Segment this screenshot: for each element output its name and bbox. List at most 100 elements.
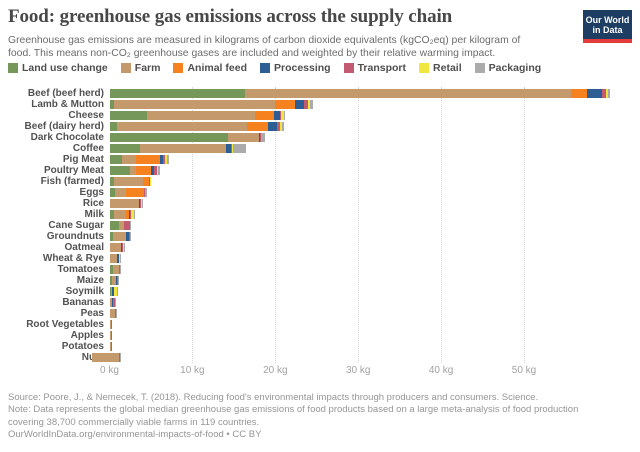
bar-segment-retail[interactable] (131, 210, 134, 219)
bar-segment-land-use-change[interactable] (109, 254, 111, 263)
bar-segment-packaging[interactable] (120, 265, 122, 274)
bar-segment-processing[interactable] (150, 166, 155, 175)
bar-segment-retail[interactable] (156, 166, 159, 175)
bar-segment-packaging[interactable] (123, 243, 125, 252)
bar-segment-processing[interactable] (274, 111, 281, 120)
bar-segment-packaging[interactable] (120, 353, 122, 362)
bar-segment-farm[interactable] (121, 155, 136, 164)
bar-segment-land-use-change[interactable] (109, 111, 147, 120)
bar-segment-processing[interactable] (128, 210, 131, 219)
bar-segment-processing[interactable] (267, 122, 277, 131)
bar-segment-land-use-change[interactable] (109, 100, 114, 109)
bar-segment-processing[interactable] (587, 89, 602, 98)
bar-segment-transport[interactable] (280, 111, 282, 120)
legend-item-transport[interactable]: Transport (343, 62, 406, 74)
bar-segment-retail[interactable] (114, 287, 117, 296)
bar-segment-transport[interactable] (144, 188, 146, 197)
bar-segment-farm[interactable] (109, 243, 122, 252)
bar-segment-transport[interactable] (130, 210, 132, 219)
bar-segment-land-use-change[interactable] (109, 210, 114, 219)
bar-segment-retail[interactable] (165, 155, 167, 164)
bar-segment-farm[interactable] (109, 298, 112, 307)
bar-segment-farm[interactable] (113, 100, 276, 109)
bar-segment-farm[interactable] (113, 177, 143, 186)
bar-segment-transport[interactable] (118, 254, 120, 263)
bar-segment-processing[interactable] (160, 155, 163, 164)
bar-segment-packaging[interactable] (130, 232, 132, 241)
bar-segment-farm[interactable] (116, 122, 248, 131)
bar-segment-retail[interactable] (308, 100, 311, 109)
owid-logo[interactable]: Our World in Data (583, 10, 632, 43)
bar-segment-transport[interactable] (149, 177, 151, 186)
bar-segment-packaging[interactable] (133, 210, 135, 219)
bar-segment-farm[interactable] (112, 265, 119, 274)
footer-link[interactable]: OurWorldInData.org/environmental-impacts… (8, 429, 224, 441)
bar-segment-packaging[interactable] (158, 166, 161, 175)
bar-segment-packaging[interactable] (130, 221, 132, 230)
bar-segment-animal-feed[interactable] (126, 188, 145, 197)
bar-segment-farm[interactable] (130, 166, 137, 175)
bar-segment-transport[interactable] (112, 298, 116, 307)
bar-segment-farm[interactable] (109, 320, 112, 329)
bar-segment-animal-feed[interactable] (136, 166, 151, 175)
bar-segment-retail[interactable] (606, 89, 608, 98)
bar-segment-land-use-change[interactable] (109, 232, 113, 241)
bar-segment-processing[interactable] (226, 144, 232, 153)
bar-segment-farm[interactable] (110, 254, 117, 263)
bar-segment-farm[interactable] (244, 89, 572, 98)
bar-segment-retail[interactable] (150, 177, 151, 186)
bar-segment-packaging[interactable] (233, 144, 247, 153)
bar-segment-transport[interactable] (231, 144, 233, 153)
bar-segment-retail[interactable] (119, 254, 121, 263)
bar-segment-farm[interactable] (92, 353, 119, 362)
bar-segment-land-use-change[interactable] (109, 188, 116, 197)
bar-segment-transport[interactable] (304, 100, 309, 109)
bar-segment-farm[interactable] (228, 133, 259, 142)
bar-segment-processing[interactable] (116, 254, 119, 263)
bar-segment-farm[interactable] (109, 331, 112, 340)
bar-segment-farm[interactable] (109, 309, 116, 318)
legend-item-land-use-change[interactable]: Land use change (8, 62, 108, 74)
bar-segment-transport[interactable] (601, 89, 607, 98)
bar-segment-processing[interactable] (139, 199, 141, 208)
bar-segment-land-use-change[interactable] (109, 155, 122, 164)
bar-segment-farm[interactable] (109, 342, 112, 351)
bar-segment-transport[interactable] (260, 133, 262, 142)
bar-segment-animal-feed[interactable] (142, 177, 150, 186)
bar-segment-packaging[interactable] (281, 122, 285, 131)
bar-segment-farm[interactable] (146, 111, 256, 120)
bar-segment-retail[interactable] (281, 111, 284, 120)
bar-segment-retail[interactable] (122, 243, 124, 252)
bar-segment-land-use-change[interactable] (109, 166, 131, 175)
bar-segment-land-use-change[interactable] (109, 144, 141, 153)
bar-segment-transport[interactable] (111, 320, 112, 329)
bar-segment-retail[interactable] (280, 122, 282, 131)
bar-segment-land-use-change[interactable] (109, 122, 117, 131)
bar-segment-land-use-change[interactable] (109, 221, 120, 230)
bar-segment-animal-feed[interactable] (275, 100, 296, 109)
bar-segment-processing[interactable] (295, 100, 305, 109)
bar-segment-farm[interactable] (140, 144, 227, 153)
bar-segment-farm[interactable] (112, 232, 127, 241)
bar-segment-processing[interactable] (258, 133, 261, 142)
bar-segment-farm[interactable] (111, 276, 117, 285)
bar-segment-processing[interactable] (111, 287, 114, 296)
bar-segment-packaging[interactable] (283, 111, 286, 120)
bar-segment-land-use-change[interactable] (109, 177, 114, 186)
bar-segment-animal-feed[interactable] (126, 210, 129, 219)
bar-segment-transport[interactable] (118, 265, 121, 274)
bar-segment-retail[interactable] (232, 144, 234, 153)
bar-segment-animal-feed[interactable] (247, 122, 268, 131)
legend-item-processing[interactable]: Processing (259, 62, 331, 74)
bar-segment-transport[interactable] (123, 221, 131, 230)
bar-segment-packaging[interactable] (116, 309, 117, 318)
bar-segment-transport[interactable] (115, 309, 117, 318)
bar-segment-processing[interactable] (118, 353, 120, 362)
bar-segment-packaging[interactable] (261, 133, 265, 142)
bar-segment-processing[interactable] (111, 298, 113, 307)
bar-segment-animal-feed[interactable] (571, 89, 587, 98)
bar-segment-farm[interactable] (115, 188, 127, 197)
bar-segment-transport[interactable] (111, 331, 112, 340)
bar-segment-transport[interactable] (116, 276, 118, 285)
bar-segment-farm[interactable] (109, 199, 140, 208)
